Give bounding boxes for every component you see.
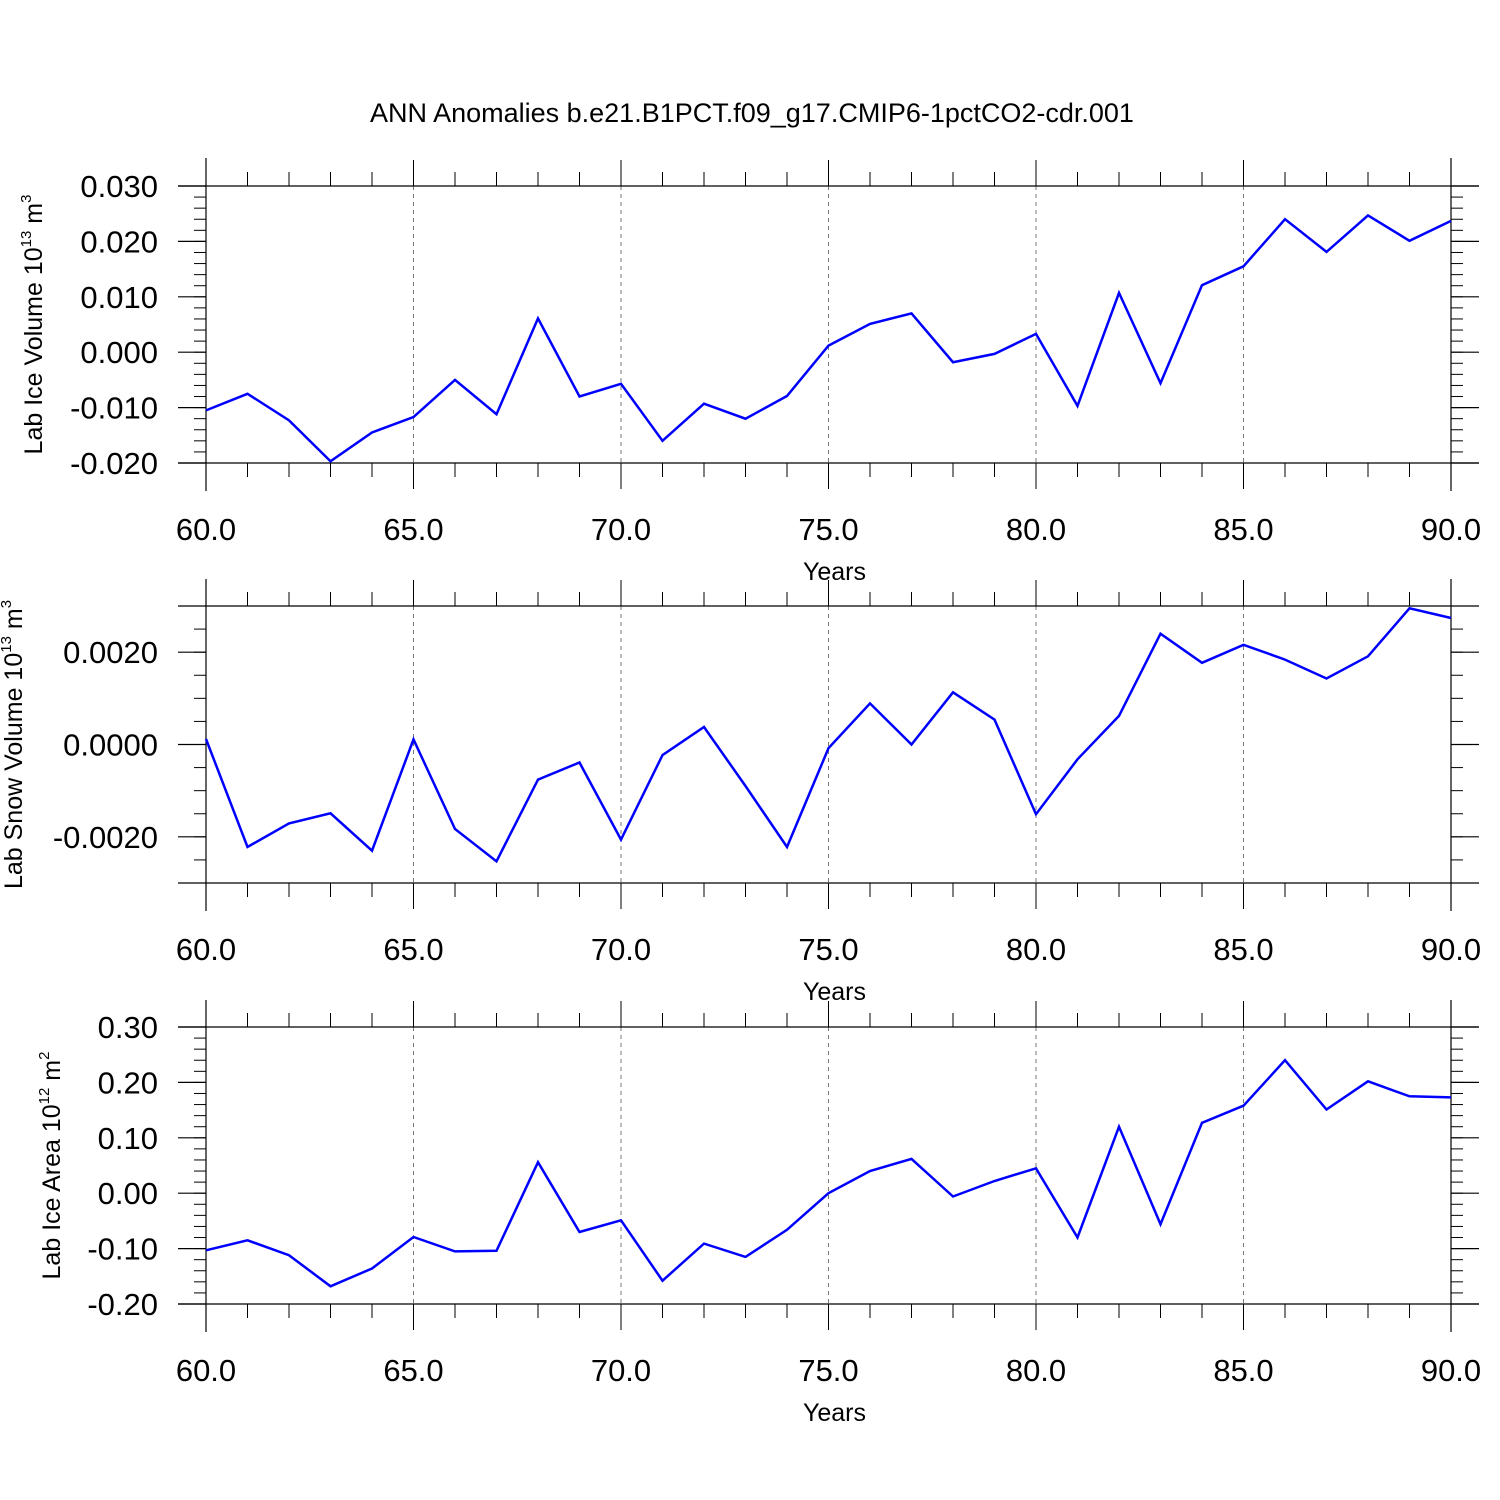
y-axis-title: Lab Snow Volume 1013 m3: [0, 600, 28, 889]
y-tick-label: 0.030: [80, 169, 158, 204]
panel-3: 60.0 65.0 70.0 75.0 80.0 85.0 90.0 Years -0.20 -0…: [36, 1000, 1481, 1427]
x-tick-label: 90.0: [1421, 512, 1481, 547]
y-tick-label: 0.000: [80, 335, 158, 370]
x-tick-label: 70.0: [591, 1353, 651, 1388]
panel-2: 60.0 65.0 70.0 75.0 80.0 85.0 90.0 Years -0.0020…: [0, 579, 1481, 1006]
x-tick-label: 65.0: [383, 1353, 443, 1388]
chart-panels: 60.0 65.0 70.0 75.0 80.0 85.0 90.0 Years -0.020 -…: [0, 158, 1481, 1427]
x-tick-label: 80.0: [1006, 932, 1066, 967]
x-axis-title: Years: [803, 558, 866, 586]
x-axis-title: Years: [803, 978, 866, 1006]
y-tick-label: 0.010: [80, 280, 158, 315]
x-tick-label: 90.0: [1421, 932, 1481, 967]
y-tick-label: 0.10: [98, 1121, 158, 1156]
x-tick-label: 60.0: [176, 932, 236, 967]
x-tick-label: 75.0: [798, 1353, 858, 1388]
y-tick-label: -0.020: [70, 446, 158, 481]
x-tick-label: 80.0: [1006, 512, 1066, 547]
y-tick-label: -0.0020: [53, 820, 158, 855]
x-tick-label: 60.0: [176, 512, 236, 547]
y-tick-label: -0.010: [70, 391, 158, 426]
y-tick-label: 0.0000: [63, 728, 158, 763]
series-line: [205, 1058, 1452, 1288]
y-tick-label: -0.20: [87, 1287, 158, 1322]
x-tick-label: 85.0: [1213, 1353, 1273, 1388]
x-tick-label: 80.0: [1006, 1353, 1066, 1388]
x-tick-label: 85.0: [1213, 932, 1273, 967]
x-tick-label: 70.0: [591, 512, 651, 547]
y-axis-title: Lab Ice Volume 1013 m3: [18, 195, 48, 455]
x-tick-label: 65.0: [383, 512, 443, 547]
x-tick-label: 60.0: [176, 1353, 236, 1388]
x-tick-label: 85.0: [1213, 512, 1273, 547]
series-line: [205, 213, 1452, 463]
y-tick-label: 0.020: [80, 224, 158, 259]
x-tick-label: 75.0: [798, 512, 858, 547]
x-tick-label: 70.0: [591, 932, 651, 967]
chart-title: ANN Anomalies b.e21.B1PCT.f09_g17.CMIP6-…: [370, 98, 1134, 128]
x-axis-title: Years: [803, 1399, 866, 1427]
y-tick-label: 0.30: [98, 1010, 158, 1045]
x-tick-label: 90.0: [1421, 1353, 1481, 1388]
panel-1: 60.0 65.0 70.0 75.0 80.0 85.0 90.0 Years -0.020 -…: [18, 158, 1481, 586]
y-tick-label: 0.20: [98, 1065, 158, 1100]
series-line: [204, 606, 1452, 864]
y-tick-label: -0.10: [87, 1232, 158, 1267]
y-axis-title: Lab Ice Area 1012 m2: [36, 1052, 66, 1280]
y-tick-label: 0.0020: [63, 635, 158, 670]
x-tick-label: 75.0: [798, 932, 858, 967]
x-tick-label: 65.0: [383, 932, 443, 967]
y-tick-label: 0.00: [98, 1176, 158, 1211]
